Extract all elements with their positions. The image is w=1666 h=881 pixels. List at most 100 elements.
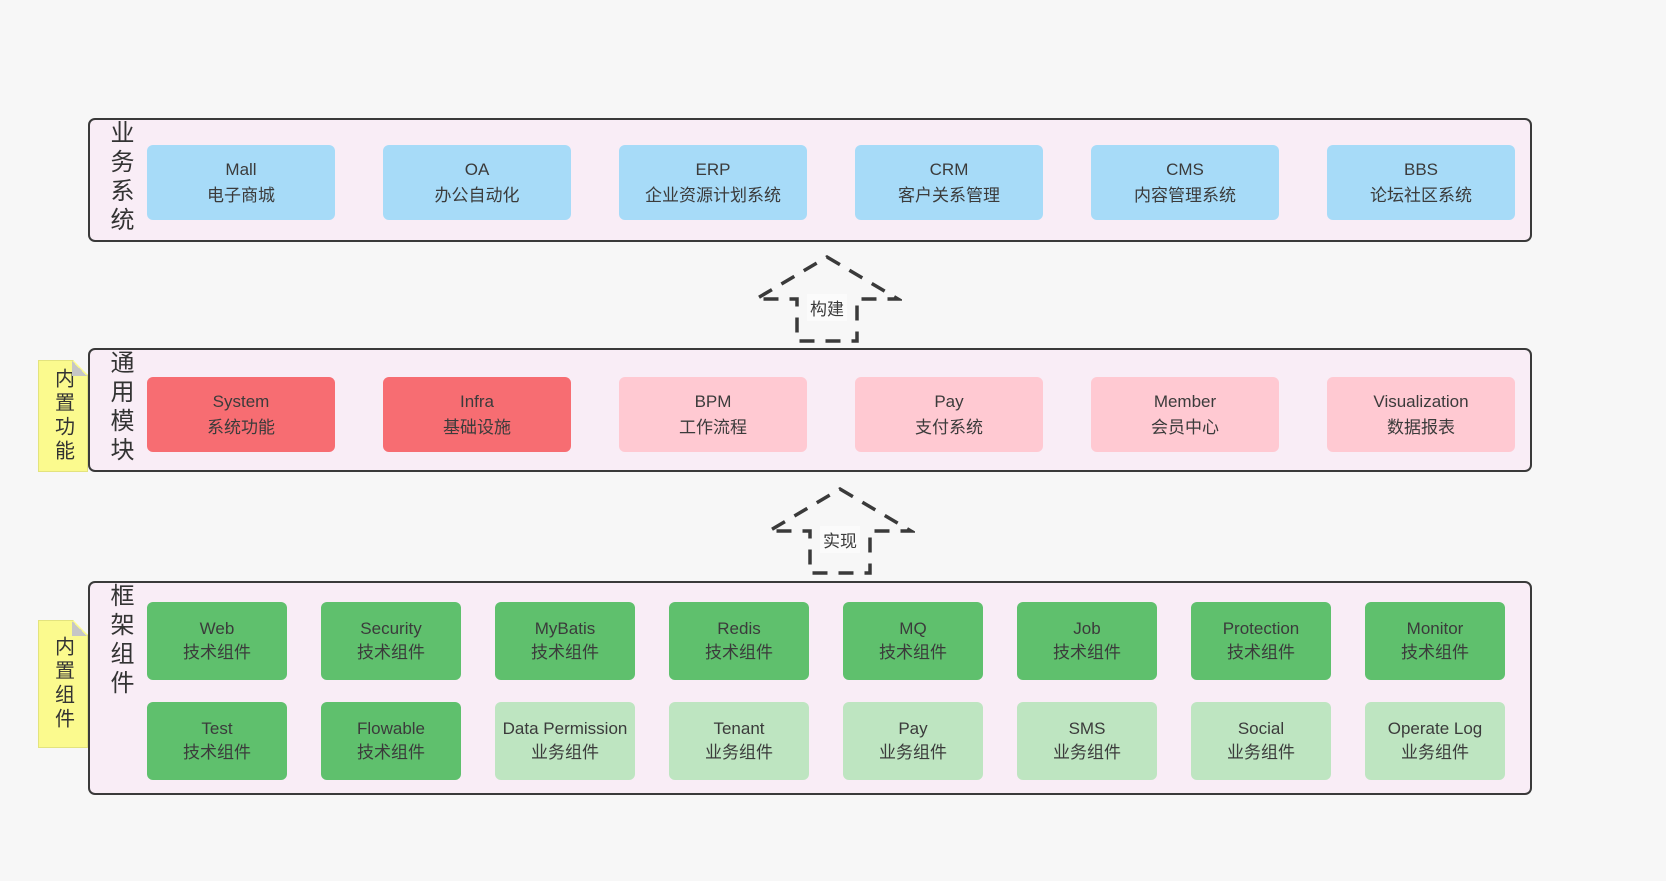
box-name: SMS [1068,719,1106,739]
sticky-note-built-in-features-label: 内置功能 [51,368,74,464]
box-name: Security [360,619,422,639]
box-job: Job 技术组件 [1017,602,1157,680]
box-name: Social [1237,719,1285,739]
box-name: ERP [695,160,731,179]
box-bpm: BPM 工作流程 [619,377,807,452]
band-label-business-systems: 业务系统 [106,120,133,236]
note-fold-corner-icon [72,621,87,636]
box-subtitle: 论坛社区系统 [1370,185,1472,205]
box-name: MyBatis [534,619,596,639]
box-name: Data Permission [502,719,628,739]
box-name: BPM [694,392,732,411]
box-subtitle: 技术组件 [357,743,425,762]
box-flowable: Flowable 技术组件 [321,702,461,780]
box-cms: CMS 内容管理系统 [1091,145,1279,220]
arrow-up-implement: 实现 [765,486,915,576]
box-subtitle: 技术组件 [357,643,425,662]
box-operate-log: Operate Log 业务组件 [1365,702,1505,780]
box-crm: CRM 客户关系管理 [855,145,1043,220]
box-name: Job [1073,619,1101,639]
box-row: Mall 电子商城 OA 办公自动化 ERP 企业资源计划系统 CRM 客户关系管理 CMS 内容… [147,145,1520,220]
band-business-systems: 业务系统 Mall 电子商城 OA 办公自动化 ERP 企业资源计划系统 CRM 客户关系管理… [88,118,1532,242]
box-name: Operate Log [1387,719,1483,739]
box-system: System 系统功能 [147,377,335,452]
box-subtitle: 技术组件 [879,643,947,662]
box-subtitle: 技术组件 [183,643,251,662]
arrow-build-label: 构建 [807,294,847,321]
box-name: CRM [929,160,969,179]
box-subtitle: 业务组件 [1053,743,1121,762]
band-framework-components-boxes: Web 技术组件 Security 技术组件 MyBatis 技术组件 Redis 技术组件 M… [147,583,1520,780]
sticky-note-built-in-features: 内置功能 [38,360,88,472]
arrow-implement-label: 实现 [820,526,860,553]
box-pay: Pay 支付系统 [855,377,1043,452]
box-subtitle: 技术组件 [1401,643,1469,662]
box-mall: Mall 电子商城 [147,145,335,220]
box-name: Web [199,619,235,639]
band-business-systems-boxes: Mall 电子商城 OA 办公自动化 ERP 企业资源计划系统 CRM 客户关系管理 CMS 内容… [147,120,1520,220]
box-tenant: Tenant 业务组件 [669,702,809,780]
box-data-permission: Data Permission 业务组件 [495,702,635,780]
box-member: Member 会员中心 [1091,377,1279,452]
box-subtitle: 系统功能 [207,417,275,437]
box-visualization: Visualization 数据报表 [1327,377,1515,452]
box-subtitle: 基础设施 [443,417,511,437]
box-pay: Pay 业务组件 [843,702,983,780]
arrow-up-build: 构建 [752,254,902,344]
box-security: Security 技术组件 [321,602,461,680]
band-label-common-modules: 通用模块 [106,350,133,466]
sticky-note-built-in-components-label: 内置组件 [51,636,74,732]
box-subtitle: 办公自动化 [434,185,520,205]
box-name: Flowable [356,719,426,739]
box-name: Visualization [1373,392,1469,411]
box-name: BBS [1403,160,1439,179]
box-mybatis: MyBatis 技术组件 [495,602,635,680]
box-name: Mall [225,160,257,179]
box-infra: Infra 基础设施 [383,377,571,452]
box-name: Monitor [1406,619,1464,639]
box-sms: SMS 业务组件 [1017,702,1157,780]
box-subtitle: 电子商城 [207,185,275,205]
box-subtitle: 技术组件 [705,643,773,662]
box-row: Web 技术组件 Security 技术组件 MyBatis 技术组件 Redis 技术组件 M… [147,602,1520,680]
box-subtitle: 业务组件 [1401,743,1469,762]
box-subtitle: 技术组件 [531,643,599,662]
box-subtitle: 会员中心 [1151,417,1219,437]
box-subtitle: 技术组件 [183,743,251,762]
box-name: Test [201,719,233,739]
dashed-up-arrow-icon [752,254,902,343]
box-subtitle: 技术组件 [1053,643,1121,662]
box-name: Infra [459,392,495,411]
band-framework-components: 框架组件 Web 技术组件 Security 技术组件 MyBatis 技术组件 Redis… [88,581,1532,795]
box-name: Pay [934,392,964,411]
box-mq: MQ 技术组件 [843,602,983,680]
box-row: System 系统功能 Infra 基础设施 BPM 工作流程 Pay 支付系统 Member 会… [147,377,1520,452]
box-name: Tenant [713,719,765,739]
box-bbs: BBS 论坛社区系统 [1327,145,1515,220]
box-name: Pay [898,719,928,739]
box-social: Social 业务组件 [1191,702,1331,780]
box-test: Test 技术组件 [147,702,287,780]
box-subtitle: 客户关系管理 [898,185,1000,205]
sticky-note-built-in-components: 内置组件 [38,620,88,748]
box-name: Member [1153,392,1217,411]
box-subtitle: 技术组件 [1227,643,1295,662]
box-oa: OA 办公自动化 [383,145,571,220]
box-subtitle: 内容管理系统 [1134,185,1236,205]
box-web: Web 技术组件 [147,602,287,680]
box-name: Redis [717,619,761,639]
box-subtitle: 业务组件 [705,743,773,762]
band-label-framework-components: 框架组件 [106,583,133,699]
box-protection: Protection 技术组件 [1191,602,1331,680]
box-name: OA [464,160,490,179]
box-subtitle: 工作流程 [679,417,747,437]
box-subtitle: 数据报表 [1387,417,1455,437]
box-monitor: Monitor 技术组件 [1365,602,1505,680]
box-subtitle: 支付系统 [915,417,983,437]
box-name: CMS [1166,160,1204,179]
box-name: MQ [899,619,927,639]
box-subtitle: 企业资源计划系统 [645,185,781,205]
box-subtitle: 业务组件 [531,743,599,762]
dashed-up-arrow-icon [765,486,915,575]
